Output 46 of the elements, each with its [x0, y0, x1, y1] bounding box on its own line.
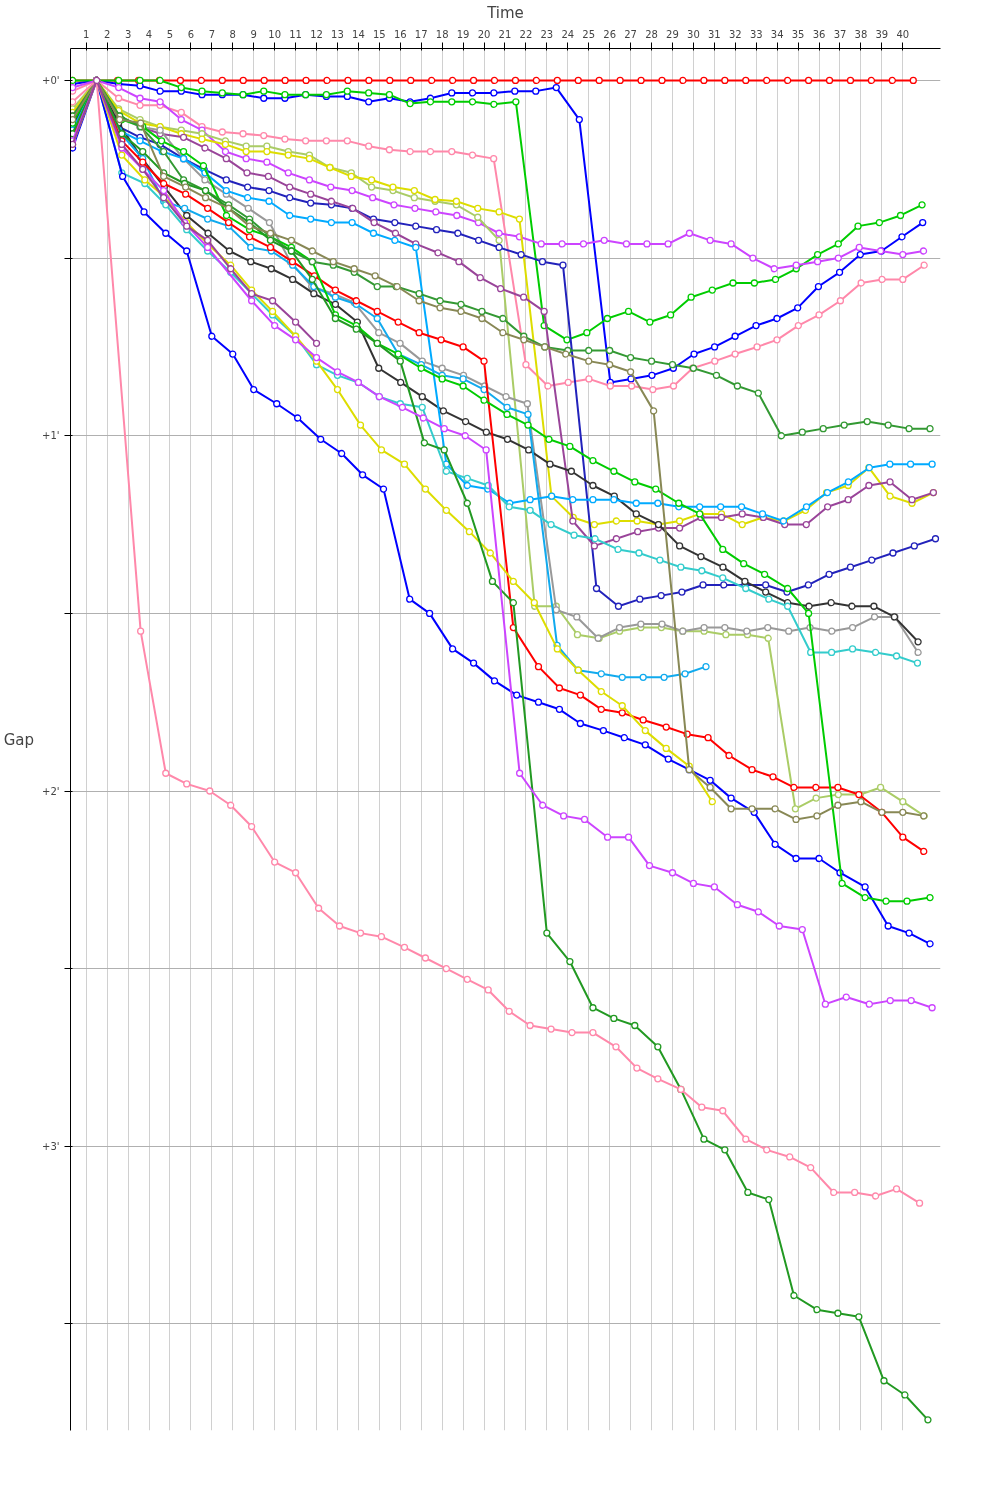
y-tick-label: +3': [42, 1140, 60, 1152]
x-tick-label: 25: [582, 28, 596, 40]
x-tick-label: 40: [896, 28, 910, 40]
x-tick-label: 4: [145, 28, 153, 40]
y-tick-label: +0': [42, 74, 60, 86]
y-tick-label: +2': [42, 785, 60, 797]
y-axis-title: Gap: [3, 730, 35, 749]
x-tick-label: 7: [208, 28, 216, 40]
x-tick-label: 30: [687, 28, 700, 40]
x-tick-label: 18: [435, 28, 449, 40]
x-tick-label: 10: [268, 28, 282, 40]
x-tick-label: 22: [519, 28, 533, 40]
x-tick-label: 5: [166, 28, 174, 40]
x-tick-label: 14: [352, 28, 365, 40]
x-tick-label: 39: [875, 28, 889, 40]
x-tick-label: 12: [310, 28, 323, 40]
x-tick-label: 28: [645, 28, 658, 40]
x-tick-label: 32: [728, 28, 742, 40]
x-tick-label: 24: [561, 28, 575, 40]
x-tick-label: 13: [331, 28, 344, 40]
x-tick-label: 6: [187, 28, 195, 40]
x-tick-label: 26: [603, 28, 617, 40]
x-tick-label: 31: [708, 28, 721, 40]
x-tick-label: 8: [229, 28, 236, 40]
x-tick-label: 21: [498, 28, 512, 40]
x-tick-label: 11: [289, 28, 302, 40]
x-tick-label: 2: [103, 28, 111, 40]
x-tick-label: 38: [854, 28, 868, 40]
x-tick-label: 35: [791, 28, 805, 40]
x-tick-label: 20: [477, 28, 491, 40]
x-tick-label: 33: [749, 28, 763, 40]
x-tick-label: 19: [456, 28, 470, 40]
x-tick-label: 27: [624, 28, 637, 40]
x-tick-label: 37: [833, 28, 847, 40]
x-tick-label: 15: [372, 28, 386, 40]
x-tick-label: 16: [393, 28, 407, 40]
y-tick-label: +1': [42, 430, 60, 442]
x-tick-label: 17: [414, 28, 428, 40]
x-tick-label: 1: [83, 28, 90, 40]
x-tick-label: 23: [540, 28, 554, 40]
x-tick-label: 3: [124, 28, 132, 40]
x-tick-label: 34: [770, 28, 784, 40]
x-tick-label: 29: [666, 28, 679, 40]
x-tick-label: 36: [812, 28, 826, 40]
x-axis-title: Time: [486, 3, 524, 22]
x-tick-label: 9: [250, 28, 257, 40]
